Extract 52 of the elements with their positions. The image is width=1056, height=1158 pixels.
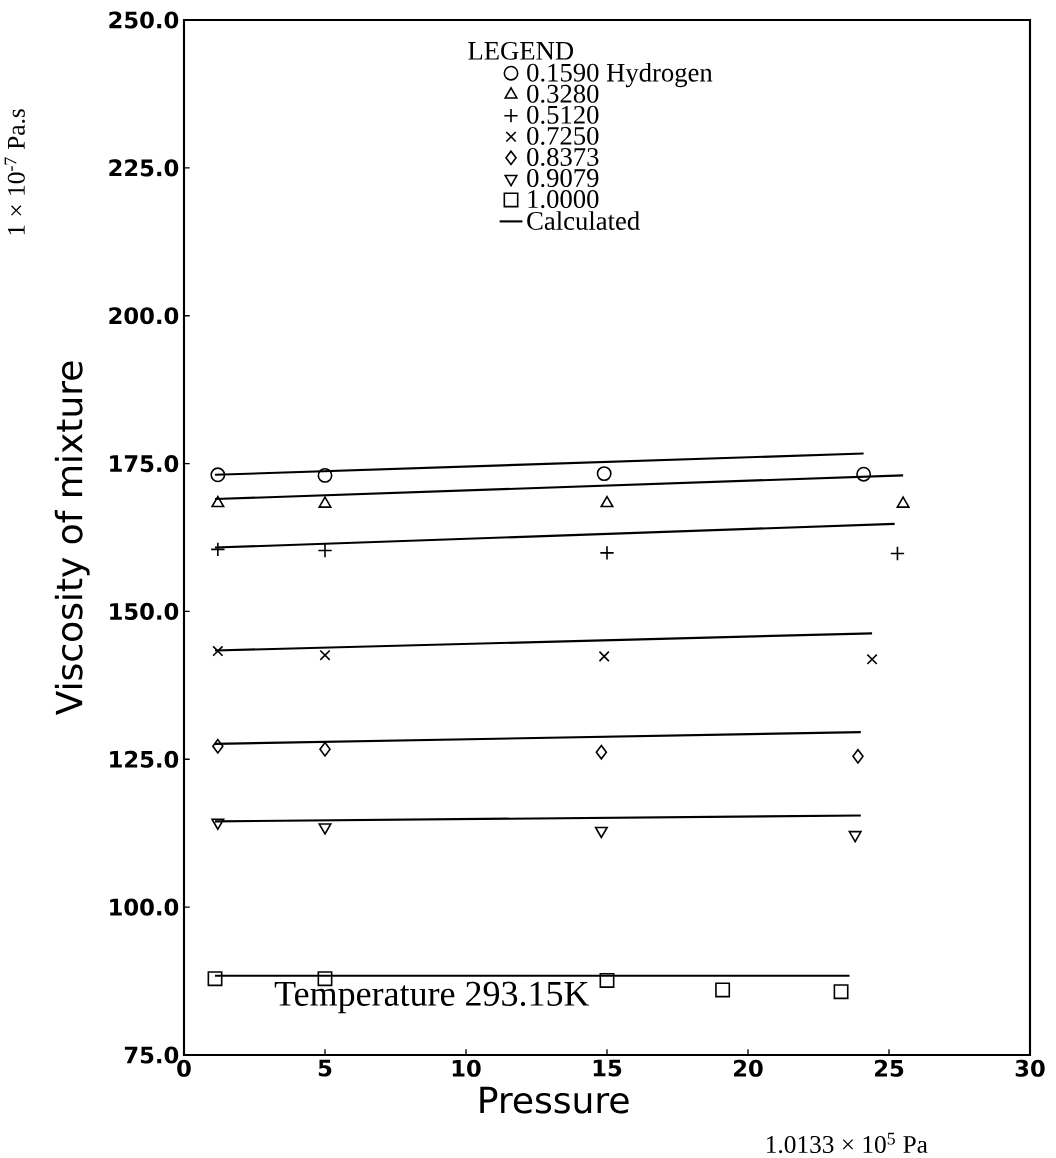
point (856, 466, 872, 482)
point (594, 826, 608, 839)
point (319, 741, 331, 757)
y-tick-label: 200.0 (109, 307, 179, 325)
y-tick-label: 100.0 (110, 898, 179, 916)
point (319, 649, 331, 661)
point (317, 467, 333, 483)
legend-label: 0.8373 (527, 147, 599, 167)
legend-label: 0.7250 (527, 126, 599, 145)
point (852, 748, 864, 764)
point (833, 984, 849, 1000)
point (207, 971, 223, 987)
point (866, 653, 878, 665)
x-tick-label: 0 (177, 1059, 191, 1077)
x-axis-title: Pressure (480, 1086, 629, 1114)
legend-label: 1.0000 (528, 190, 599, 209)
y-tick-label: 250.0 (109, 11, 179, 29)
y-tick-label: 225.0 (109, 159, 179, 177)
legend-title: LEGEND (468, 41, 574, 60)
text: 1 × 10$^{-7}$ Pa.s (4, 109, 25, 235)
point (595, 744, 608, 760)
x-tick-label: 10 (452, 1059, 481, 1077)
point (600, 495, 614, 508)
point (715, 982, 731, 998)
legend-label: Calculated (527, 211, 640, 230)
y-tick-label: 75.0 (124, 1046, 179, 1064)
point (848, 830, 862, 843)
x-tick-label: 25 (875, 1059, 904, 1077)
y-axis-title: Viscosity of mixture (54, 361, 90, 716)
y-tick-label: 150.0 (110, 602, 179, 620)
point (212, 738, 224, 754)
text: 1.0133 × 10$^{5}$ Pa (767, 1132, 928, 1154)
point (889, 546, 905, 561)
x-tick-label: 20 (734, 1059, 763, 1077)
point (598, 650, 610, 662)
point (210, 467, 226, 483)
x-tick-label: 5 (318, 1059, 332, 1077)
x-tick-label: 30 (1015, 1059, 1045, 1077)
legend-label: 0.5120 (527, 105, 599, 124)
point (596, 466, 612, 482)
point (318, 823, 332, 835)
point (211, 495, 225, 508)
y-tick-label: 125.0 (110, 750, 179, 768)
point (318, 496, 332, 508)
point (212, 645, 224, 657)
point (599, 973, 615, 988)
point (896, 496, 910, 508)
legend-label: 0.9079 (527, 169, 599, 188)
x-tick-label: 15 (593, 1059, 622, 1077)
y-tick-label: 175.0 (110, 454, 179, 473)
annotation: Temperature 293.15K (274, 981, 590, 1014)
point (211, 818, 225, 831)
